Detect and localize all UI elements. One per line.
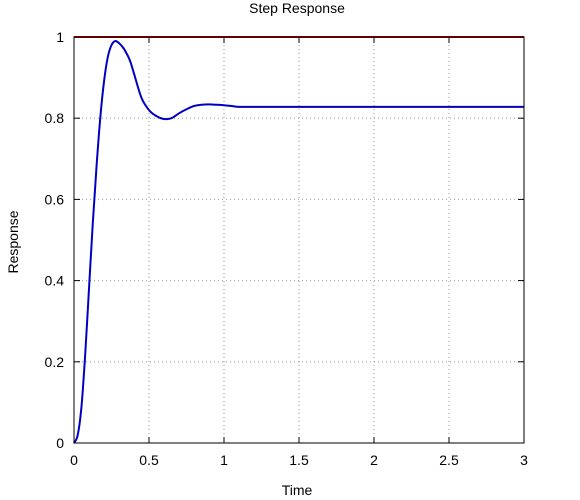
y-tick-label: 0.2	[45, 354, 65, 370]
y-tick-label: 0.8	[45, 110, 65, 126]
x-tick-label: 2	[370, 452, 378, 468]
x-tick-label: 2.5	[439, 452, 459, 468]
x-axis-title: Time	[282, 482, 313, 498]
chart-title: Step Response	[249, 0, 345, 16]
x-tick-labels: 0 0.5 1 1.5 2 2.5 3	[70, 452, 528, 468]
x-tick-label: 0	[70, 452, 78, 468]
x-tick-label: 0.5	[139, 452, 159, 468]
y-tick-label: 0.4	[45, 273, 65, 289]
x-tick-label: 1	[220, 452, 228, 468]
y-tick-labels: 0 0.2 0.4 0.6 0.8 1	[45, 29, 65, 451]
y-axis-title: Response	[5, 210, 21, 273]
y-tick-label: 1	[56, 29, 64, 45]
x-tick-label: 3	[520, 452, 528, 468]
y-tick-label: 0.6	[45, 191, 65, 207]
y-tick-label: 0	[56, 435, 64, 451]
x-tick-label: 1.5	[289, 452, 309, 468]
